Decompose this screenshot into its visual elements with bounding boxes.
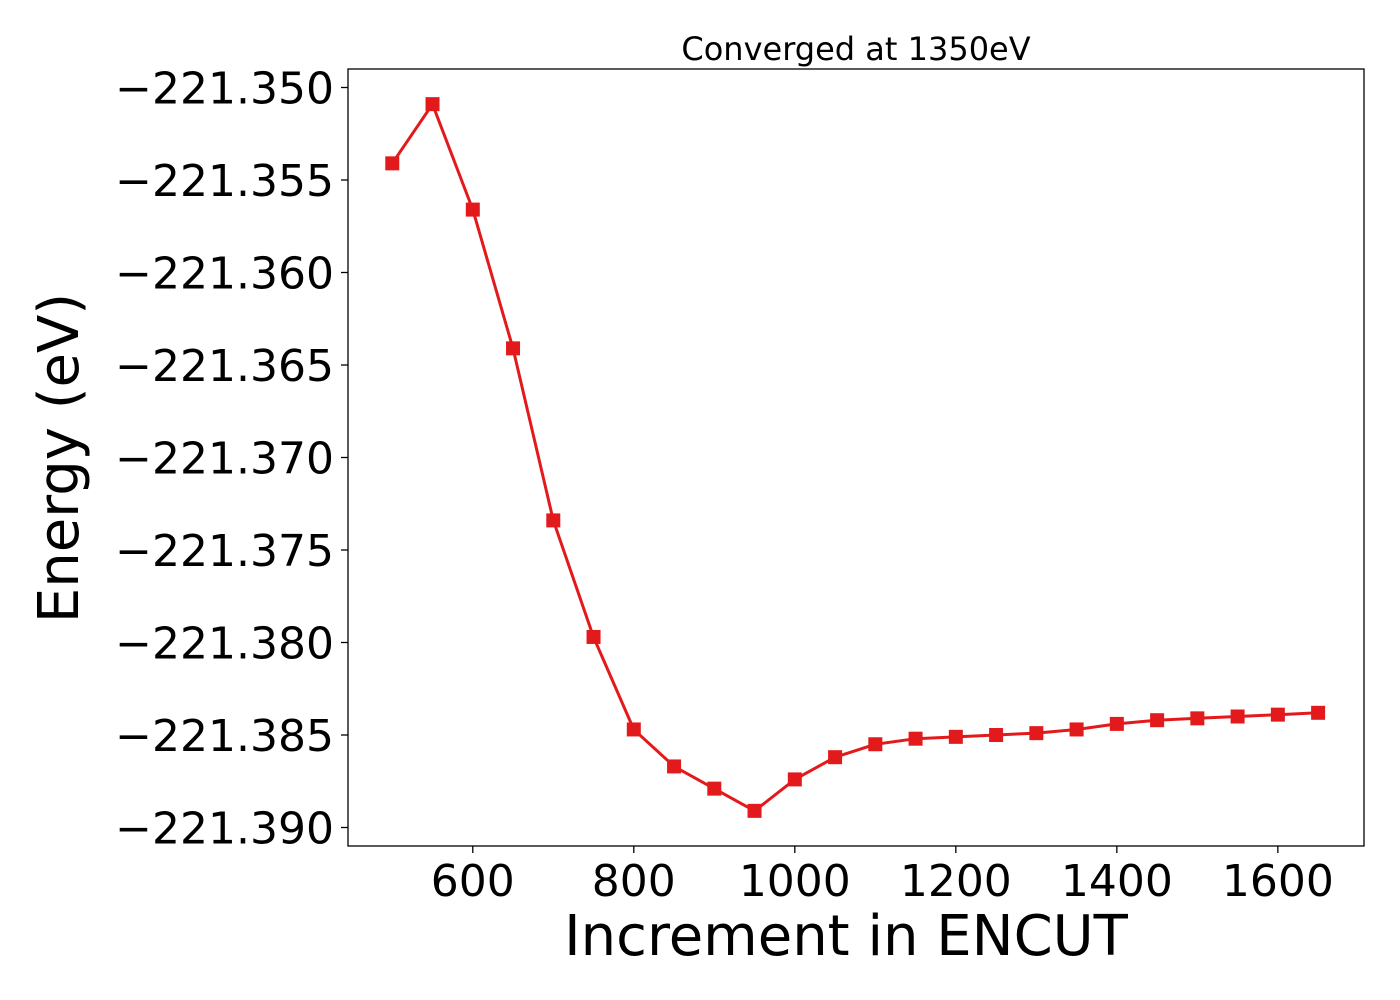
x-tick-label: 1200 — [900, 856, 1012, 907]
x-axis-ticks: 600 800 1000 1200 1400 1600 — [431, 846, 1334, 907]
data-point-marker — [1029, 726, 1044, 741]
y-tick-label: −221.360 — [115, 249, 334, 300]
data-point-marker — [626, 722, 641, 737]
data-point-marker — [908, 731, 923, 746]
data-point-marker — [989, 728, 1004, 742]
y-tick-label: −221.365 — [115, 341, 334, 392]
data-point-marker — [506, 341, 521, 356]
y-tick-label: −221.390 — [115, 804, 334, 855]
data-point-marker — [1109, 716, 1124, 731]
data-point-marker — [948, 729, 963, 744]
data-point-marker — [707, 781, 722, 796]
x-tick-label: 600 — [431, 856, 515, 907]
data-point-marker — [747, 803, 762, 818]
data-point-marker — [546, 513, 561, 528]
data-point-marker — [425, 97, 440, 112]
x-tick-label: 1400 — [1061, 856, 1173, 907]
x-tick-label: 800 — [592, 856, 676, 907]
x-tick-label: 1000 — [739, 856, 851, 907]
chart-title: Converged at 1350eV — [681, 30, 1030, 68]
data-point-marker — [586, 629, 601, 644]
data-point-marker — [868, 737, 883, 752]
series-layer — [385, 97, 1326, 818]
data-point-marker — [465, 202, 480, 217]
y-axis-title: Energy (eV) — [27, 293, 92, 623]
data-point-marker — [828, 750, 843, 765]
x-axis-title: Increment in ENCUT — [564, 904, 1129, 969]
y-tick-label: −221.385 — [115, 711, 334, 762]
data-point-marker — [1230, 709, 1245, 724]
data-point-marker — [1190, 711, 1205, 726]
data-point-marker — [1270, 707, 1285, 722]
data-point-marker — [667, 759, 682, 774]
data-point-marker — [1311, 705, 1326, 720]
y-axis-ticks: −221.350 −221.355 −221.360 −221.365 −221.370… — [115, 64, 348, 855]
plot-area-frame — [347, 68, 1365, 847]
y-tick-label: −221.380 — [115, 619, 334, 670]
y-tick-label: −221.350 — [115, 64, 334, 115]
data-point-marker — [787, 772, 802, 787]
data-point-marker — [1069, 722, 1084, 737]
y-tick-label: −221.355 — [115, 156, 334, 207]
y-tick-label: −221.370 — [115, 434, 334, 485]
data-point-marker — [1150, 713, 1165, 728]
y-tick-label: −221.375 — [115, 526, 334, 577]
x-tick-label: 1600 — [1222, 856, 1334, 907]
data-point-marker — [385, 156, 400, 171]
